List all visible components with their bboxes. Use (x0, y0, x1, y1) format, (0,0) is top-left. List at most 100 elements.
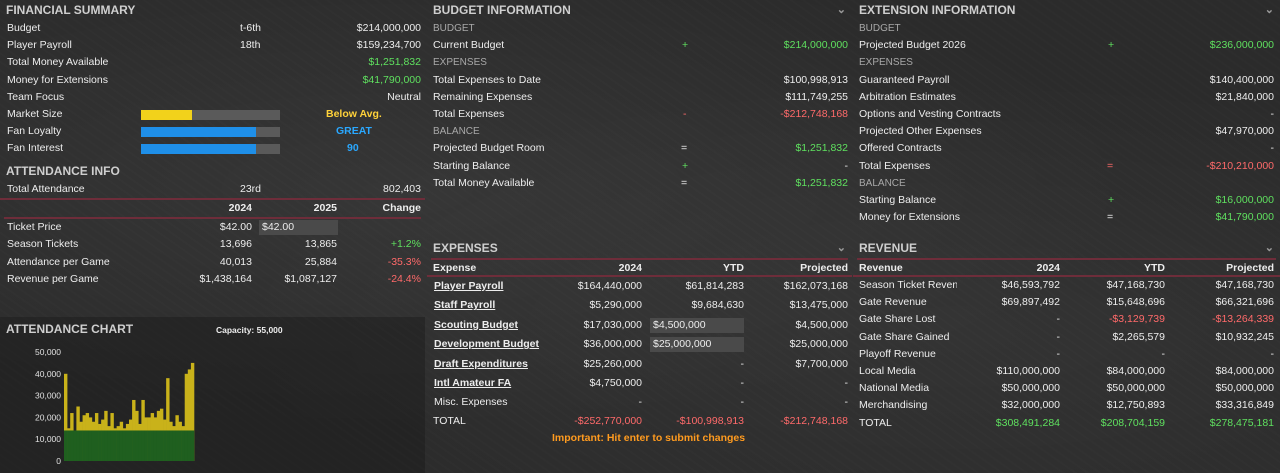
season-ticket-bar (135, 430, 139, 461)
expense-row: Draft Expenditures $25,260,000 - $7,700,000 (427, 355, 852, 374)
row-label: Total Expenses (433, 107, 505, 120)
season-tickets-row: Season Tickets 13,696 13,865 +1.2% (0, 236, 425, 253)
exp-row: Total Expenses to Date $100,998,913 (427, 72, 852, 89)
expense-link[interactable]: Staff Payroll (434, 299, 496, 312)
expense-row: Scouting Budget $17,030,000 $4,500,000 $4,5… (427, 316, 852, 335)
attendance-chart-panel: ATTENDANCE CHART Capacity: 55,000 50,000… (0, 317, 425, 473)
row-label: Attendance per Game (7, 255, 110, 268)
value-2024: $110,000,000 (996, 364, 1060, 377)
season-ticket-bar (94, 430, 99, 461)
value-2024: $46,593,792 (1001, 279, 1060, 291)
revenue-row: Gate Revenue $69,897,492 $15,648,696 $66,32… (853, 294, 1280, 311)
value-2025: 25,884 (304, 255, 337, 268)
extension-info-panel: EXTENSION INFORMATION ⌄ BUDGET Projected … (853, 0, 1280, 226)
budget-info-panel: BUDGET INFORMATION ⌄ BUDGET Current Budge… (427, 0, 852, 192)
ext-exp-row: Total Expenses = -$210,210,000 (853, 158, 1280, 175)
value-2025: 13,865 (304, 238, 337, 251)
bal-row: Starting Balance + - (427, 158, 852, 175)
row-value: $21,840,000 (1215, 90, 1274, 103)
col-projected: Projected (1226, 262, 1274, 274)
value-ytd: - (740, 357, 745, 370)
section-label: BUDGET (859, 23, 901, 34)
revenue-per-game-row: Revenue per Game $1,438,164 $1,087,127 -… (0, 271, 425, 288)
chevron-down-icon[interactable]: ⌄ (1264, 4, 1274, 16)
revenue-total-row: TOTAL $308,491,284 $208,704,159 $278,475… (853, 415, 1280, 432)
section-label: EXPENSES (859, 57, 913, 69)
extension-info-title-text: EXTENSION INFORMATION (859, 3, 1016, 17)
row-value: $100,998,913 (783, 73, 848, 86)
row-label: Options and Vesting Contracts (859, 107, 1001, 120)
expense-link[interactable]: Draft Expenditures (434, 357, 528, 370)
ext-exp-row: Offered Contracts - (853, 140, 1280, 157)
fan-interest-meter (141, 144, 280, 155)
row-label: Fan Interest (7, 142, 64, 155)
value-2025: $1,087,127 (284, 272, 337, 285)
ticket-price-row: Ticket Price $42.00 $42.00 (0, 219, 425, 236)
row-label: Season Tickets (7, 238, 79, 251)
ticket-price-input[interactable]: $42.00 (259, 220, 338, 236)
row-label: Gate Share Gained (859, 330, 950, 343)
value-projected: $10,932,245 (1215, 330, 1274, 343)
row-value: $16,000,000 (1215, 193, 1274, 206)
y-tick-label: 20,000 (35, 412, 61, 422)
money-for-extensions-row: Money for Extensions $41,790,000 (0, 72, 425, 89)
chevron-down-icon[interactable]: ⌄ (1264, 242, 1274, 254)
col-revenue: Revenue (859, 262, 903, 274)
value-2024: $17,030,000 (583, 318, 642, 331)
value-projected: $278,475,181 (1209, 416, 1274, 429)
expense-link[interactable]: Intl Amateur FA (434, 376, 512, 389)
row-label: Revenue per Game (7, 272, 99, 285)
row-label: Starting Balance (433, 159, 511, 172)
value-2024: $36,000,000 (583, 338, 642, 351)
y-tick-label: 0 (56, 456, 61, 466)
season-ticket-bar (107, 430, 111, 461)
season-ticket-bar (138, 430, 142, 461)
season-ticket-bar (110, 430, 114, 461)
row-label: Misc. Expenses (434, 396, 508, 409)
attendance-chart: 50,000 40,000 30,000 20,000 10,000 0 (35, 347, 195, 466)
value-ytd: $15,648,696 (1106, 296, 1165, 309)
expense-row: Intl Amateur FA $4,750,000 - - (427, 374, 852, 393)
expense-link[interactable]: Scouting Budget (434, 318, 518, 331)
section-label: BALANCE (433, 126, 480, 138)
season-ticket-bar (104, 430, 108, 461)
attendance-bar (166, 378, 170, 461)
budget-input[interactable]: $25,000,000 (650, 337, 744, 353)
value-2024: - (1056, 347, 1061, 360)
attendance-bar (190, 362, 195, 461)
row-label: Current Budget (433, 39, 505, 52)
chevron-down-icon[interactable]: ⌄ (836, 242, 846, 254)
revenue-row: Local Media $110,000,000 $84,000,000 $84,00… (853, 363, 1280, 380)
value-2024: $32,000,000 (1001, 399, 1060, 412)
row-label: Offered Contracts (859, 142, 942, 155)
revenue-row: National Media $50,000,000 $50,000,000 $50,… (853, 380, 1280, 397)
expense-link[interactable]: Development Budget (434, 338, 540, 351)
value-ytd: $208,704,159 (1100, 416, 1165, 429)
season-ticket-bar (88, 430, 93, 461)
team-focus-row: Team Focus Neutral (0, 89, 425, 106)
value-2024: $5,290,000 (589, 299, 642, 312)
expense-link[interactable]: Player Payroll (434, 280, 504, 292)
row-value: $214,000,000 (783, 39, 848, 52)
value-ytd: $9,684,630 (691, 299, 744, 312)
row-value: - (1270, 142, 1275, 155)
revenue-row: Gate Share Gained - $2,265,579 $10,932,245 (853, 329, 1280, 346)
chevron-down-icon[interactable]: ⌄ (836, 4, 846, 16)
value-projected: $33,316,849 (1215, 399, 1274, 412)
market-size-meter (141, 109, 280, 120)
value-projected: $50,000,000 (1215, 382, 1274, 395)
budget-input[interactable]: $4,500,000 (650, 317, 744, 333)
season-ticket-bar (64, 430, 68, 461)
value-ytd: -$100,998,913 (676, 414, 744, 427)
expenses-title: EXPENSES ⌄ (427, 238, 852, 258)
value-2024: $308,491,284 (995, 416, 1060, 429)
col-2025: 2025 (313, 202, 337, 214)
row-label: Gate Revenue (859, 296, 927, 309)
row-label: Gate Share Lost (859, 313, 936, 326)
row-label: TOTAL (859, 416, 892, 429)
rank: 23rd (240, 183, 262, 195)
ext-exp-row: Projected Other Expenses $47,970,000 (853, 123, 1280, 140)
divider (857, 258, 1276, 260)
row-value: $111,749,255 (785, 90, 848, 103)
row-label: Arbitration Estimates (859, 90, 956, 103)
